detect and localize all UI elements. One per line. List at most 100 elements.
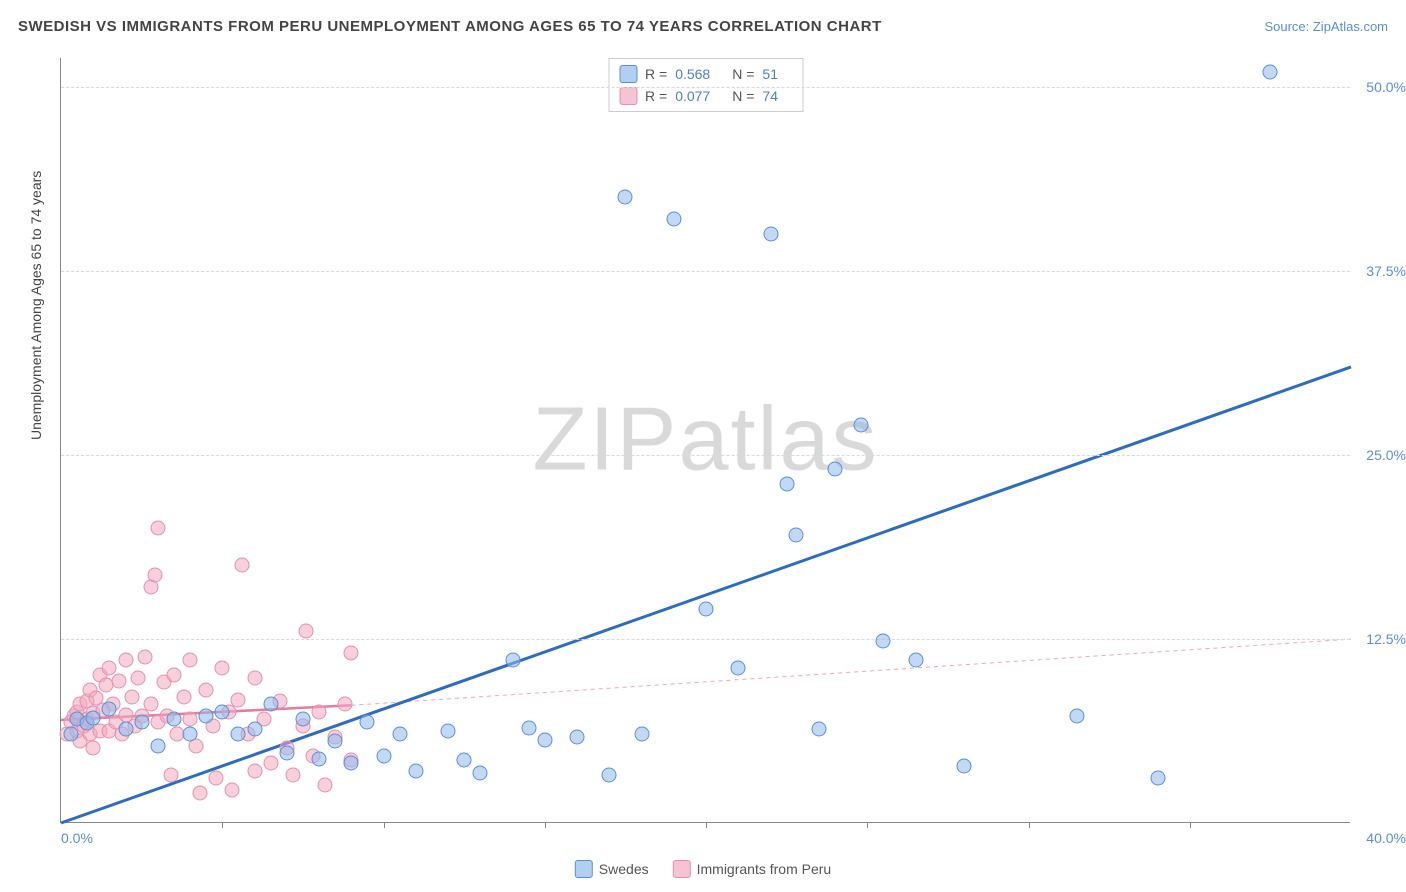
data-point bbox=[144, 697, 159, 712]
data-point bbox=[215, 660, 230, 675]
data-point bbox=[286, 767, 301, 782]
data-point bbox=[231, 692, 246, 707]
y-axis-title: Unemployment Among Ages 65 to 74 years bbox=[28, 171, 44, 440]
source-link[interactable]: Source: ZipAtlas.com bbox=[1264, 19, 1388, 34]
n-value-swedes: 51 bbox=[762, 66, 778, 82]
data-point bbox=[118, 653, 133, 668]
data-point bbox=[299, 623, 314, 638]
data-point bbox=[279, 745, 294, 760]
data-point bbox=[312, 704, 327, 719]
data-point bbox=[247, 763, 262, 778]
data-point bbox=[441, 723, 456, 738]
xtick-mark bbox=[867, 822, 868, 828]
data-point bbox=[392, 726, 407, 741]
data-point bbox=[1150, 770, 1165, 785]
data-point bbox=[199, 709, 214, 724]
data-point bbox=[166, 667, 181, 682]
data-point bbox=[318, 778, 333, 793]
data-point bbox=[853, 417, 868, 432]
data-point bbox=[263, 756, 278, 771]
data-point bbox=[263, 697, 278, 712]
ytick-label: 37.5% bbox=[1366, 263, 1406, 279]
legend-item-swedes: Swedes bbox=[575, 860, 649, 878]
data-point bbox=[876, 634, 891, 649]
data-point bbox=[86, 710, 101, 725]
ytick-label: 50.0% bbox=[1366, 79, 1406, 95]
stats-legend: R = 0.568 N = 51 R = 0.077 N = 74 bbox=[608, 58, 803, 112]
data-point bbox=[247, 722, 262, 737]
data-point bbox=[231, 726, 246, 741]
xtick-mark bbox=[1190, 822, 1191, 828]
data-point bbox=[779, 476, 794, 491]
xtick-mark bbox=[384, 822, 385, 828]
data-point bbox=[247, 670, 262, 685]
data-point bbox=[224, 782, 239, 797]
gridline-h bbox=[61, 455, 1350, 456]
data-point bbox=[176, 689, 191, 704]
data-point bbox=[328, 734, 343, 749]
data-point bbox=[811, 722, 826, 737]
data-point bbox=[1263, 64, 1278, 79]
data-point bbox=[199, 682, 214, 697]
r-value-swedes: 0.568 bbox=[675, 66, 710, 82]
data-point bbox=[86, 741, 101, 756]
data-point bbox=[183, 726, 198, 741]
r-label: R = bbox=[645, 88, 667, 104]
data-point bbox=[666, 211, 681, 226]
data-point bbox=[102, 701, 117, 716]
data-point bbox=[337, 697, 352, 712]
data-point bbox=[408, 763, 423, 778]
data-point bbox=[602, 767, 617, 782]
n-value-peru: 74 bbox=[762, 88, 778, 104]
data-point bbox=[124, 689, 139, 704]
data-point bbox=[376, 748, 391, 763]
data-point bbox=[183, 653, 198, 668]
data-point bbox=[166, 712, 181, 727]
data-point bbox=[473, 766, 488, 781]
data-point bbox=[360, 714, 375, 729]
data-point bbox=[634, 726, 649, 741]
data-point bbox=[312, 751, 327, 766]
chart-title: SWEDISH VS IMMIGRANTS FROM PERU UNEMPLOY… bbox=[18, 18, 882, 35]
r-label: R = bbox=[645, 66, 667, 82]
legend-label-swedes: Swedes bbox=[599, 861, 649, 877]
data-point bbox=[344, 756, 359, 771]
data-point bbox=[1069, 709, 1084, 724]
xtick-label-end: 40.0% bbox=[1366, 830, 1406, 846]
bottom-legend: Swedes Immigrants from Peru bbox=[575, 860, 831, 878]
swatch-pink bbox=[673, 860, 691, 878]
data-point bbox=[828, 461, 843, 476]
gridline-h bbox=[61, 87, 1350, 88]
title-bar: SWEDISH VS IMMIGRANTS FROM PERU UNEMPLOY… bbox=[18, 18, 1388, 35]
regression-lines bbox=[61, 58, 1350, 822]
data-point bbox=[183, 712, 198, 727]
gridline-h bbox=[61, 639, 1350, 640]
n-label: N = bbox=[732, 88, 754, 104]
data-point bbox=[118, 722, 133, 737]
plot-area: ZIPatlas R = 0.568 N = 51 R = 0.077 N = … bbox=[60, 58, 1350, 823]
gridline-h bbox=[61, 271, 1350, 272]
data-point bbox=[344, 645, 359, 660]
data-point bbox=[521, 720, 536, 735]
data-point bbox=[908, 653, 923, 668]
data-point bbox=[618, 189, 633, 204]
data-point bbox=[457, 753, 472, 768]
data-point bbox=[163, 767, 178, 782]
n-label: N = bbox=[732, 66, 754, 82]
data-point bbox=[215, 704, 230, 719]
stats-row-swedes: R = 0.568 N = 51 bbox=[619, 63, 792, 85]
xtick-mark bbox=[222, 822, 223, 828]
data-point bbox=[731, 660, 746, 675]
data-point bbox=[699, 601, 714, 616]
data-point bbox=[208, 770, 223, 785]
xtick-mark bbox=[706, 822, 707, 828]
ytick-label: 12.5% bbox=[1366, 631, 1406, 647]
swatch-pink bbox=[619, 87, 637, 105]
data-point bbox=[134, 714, 149, 729]
xtick-mark bbox=[1029, 822, 1030, 828]
data-point bbox=[789, 528, 804, 543]
data-point bbox=[192, 785, 207, 800]
data-point bbox=[957, 759, 972, 774]
data-point bbox=[234, 557, 249, 572]
data-point bbox=[112, 673, 127, 688]
